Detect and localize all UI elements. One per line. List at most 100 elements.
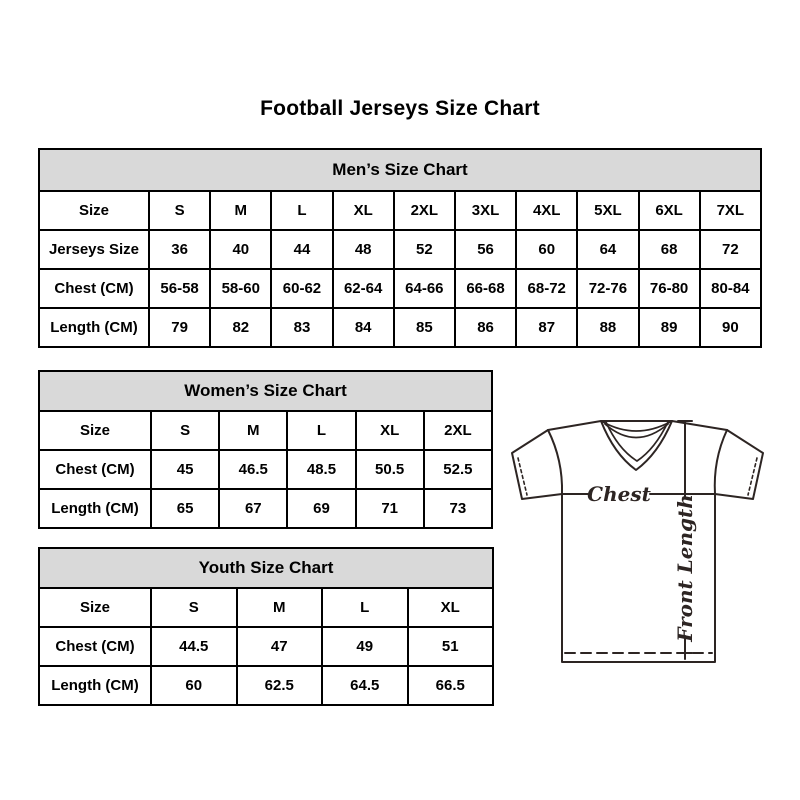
size-value-cell: 89 [637,307,701,348]
size-value-cell: 46.5 [218,449,289,490]
size-value-cell: 62-64 [331,268,395,309]
size-value-cell: 88 [576,307,640,348]
size-value-cell: 60 [515,229,579,270]
size-value-cell: 48 [331,229,395,270]
table-row: Size S M L XL 2XL 3XL 4XL 5XL 6XL 7XL [38,190,763,231]
table-row: Chest (CM) 45 46.5 48.5 50.5 52.5 [38,449,494,490]
size-value-cell: 68-72 [515,268,579,309]
size-value-cell: 60 [150,665,238,706]
size-value-cell: XL [331,190,395,231]
size-value-cell: 58-60 [209,268,273,309]
size-value-cell: 72-76 [576,268,640,309]
jersey-collar-arcs [602,421,671,439]
size-value-cell: 66-68 [453,268,518,309]
size-value-cell: 67 [218,488,289,529]
table-row: Jerseys Size 36 40 44 48 52 56 60 64 68 72 [38,229,763,270]
size-value-cell: 66.5 [406,665,494,706]
size-value-cell: L [321,587,409,628]
size-value-cell: 4XL [515,190,579,231]
size-value-cell: 52 [392,229,456,270]
womens-size-table: Women’s Size Chart Size S M L XL 2XL Chest (CM)… [38,370,494,529]
row-label: Chest (CM) [38,268,150,309]
table-row: Length (CM) 79 82 83 84 85 86 87 88 89 90 [38,307,763,348]
jersey-body-outline [561,493,716,663]
jersey-left-sleeve [511,429,563,500]
size-value-cell: M [235,587,323,628]
size-value-cell: 7XL [698,190,763,231]
table-row: Length (CM) 65 67 69 71 73 [38,488,494,529]
size-value-cell: S [150,587,238,628]
jersey-right-armhole [713,429,728,495]
size-value-cell: 72 [698,229,763,270]
size-value-cell: 40 [209,229,273,270]
size-value-cell: 83 [270,307,334,348]
size-value-cell: 62.5 [235,665,323,706]
jersey-measurement-diagram: Chest Front Length [502,408,770,668]
size-value-cell: 3XL [453,190,518,231]
size-value-cell: 86 [453,307,518,348]
size-value-cell: 5XL [576,190,640,231]
size-value-cell: L [286,410,357,451]
table-row: Chest (CM) 56-58 58-60 60-62 62-64 64-66 66-68… [38,268,763,309]
size-value-cell: 44 [270,229,334,270]
size-value-cell: 60-62 [270,268,334,309]
size-value-cell: 79 [147,307,212,348]
row-label: Size [38,410,152,451]
size-value-cell: 45 [149,449,221,490]
table-title: Youth Size Chart [38,547,494,589]
jersey-vneck-inner [605,421,669,462]
size-value-cell: 36 [147,229,212,270]
mens-size-table: Men’s Size Chart Size S M L XL 2XL 3XL 4XL 5XL 6XL… [38,148,763,348]
size-value-cell: M [218,410,289,451]
row-label: Size [38,587,152,628]
size-value-cell: 64 [576,229,640,270]
size-value-cell: 47 [235,626,323,667]
page-title: Football Jerseys Size Chart [260,97,540,120]
size-value-cell: S [147,190,212,231]
size-value-cell: 52.5 [422,449,494,490]
table-row: Size S M L XL 2XL [38,410,494,451]
size-value-cell: 64.5 [321,665,409,706]
jersey-shoulder-lines [547,420,728,431]
size-value-cell: L [270,190,334,231]
size-value-cell: 87 [515,307,579,348]
jersey-left-sleeve-seam [517,457,528,496]
front-length-measure-line [677,420,693,660]
size-value-cell: 44.5 [150,626,238,667]
size-value-cell: 56 [453,229,518,270]
table-row: Chest (CM) 44.5 47 49 51 [38,626,494,667]
size-value-cell: 71 [354,488,425,529]
row-label: Jerseys Size [38,229,150,270]
table-title: Women’s Size Chart [38,370,493,412]
size-value-cell: 51 [406,626,494,667]
size-value-cell: 90 [698,307,763,348]
jersey-vneck-outer [600,420,673,471]
row-label: Length (CM) [38,488,152,529]
size-value-cell: 56-58 [147,268,212,309]
row-label: Size [38,190,150,231]
size-value-cell: 50.5 [354,449,425,490]
size-value-cell: 80-84 [698,268,763,309]
size-value-cell: 64-66 [392,268,456,309]
size-value-cell: 69 [286,488,357,529]
size-value-cell: 73 [422,488,494,529]
chest-label: Chest [587,482,651,506]
table-row: Length (CM) 60 62.5 64.5 66.5 [38,665,494,706]
size-value-cell: 76-80 [637,268,701,309]
jersey-left-armhole [547,429,564,495]
size-value-cell: 2XL [392,190,456,231]
jersey-right-sleeve [714,429,764,500]
size-value-cell: XL [406,587,494,628]
youth-size-table: Youth Size Chart Size S M L XL Chest (CM) 44.5 4… [38,547,494,706]
table-title: Men’s Size Chart [38,148,762,192]
size-value-cell: 68 [637,229,701,270]
size-value-cell: 2XL [422,410,494,451]
row-label: Chest (CM) [38,626,152,667]
table-row: Size S M L XL [38,587,494,628]
size-value-cell: 6XL [637,190,701,231]
size-value-cell: XL [354,410,425,451]
size-value-cell: 65 [149,488,221,529]
row-label: Length (CM) [38,665,152,706]
front-length-label: Front Length [673,494,697,643]
